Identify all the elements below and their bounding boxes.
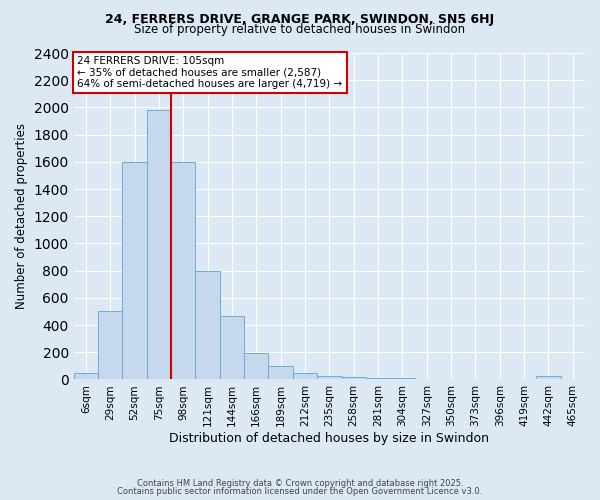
Text: Contains HM Land Registry data © Crown copyright and database right 2025.: Contains HM Land Registry data © Crown c… bbox=[137, 478, 463, 488]
Bar bbox=[341, 376, 366, 380]
Bar bbox=[122, 162, 147, 380]
Text: Contains public sector information licensed under the Open Government Licence v3: Contains public sector information licen… bbox=[118, 487, 482, 496]
Bar bbox=[317, 376, 341, 380]
Bar bbox=[98, 312, 122, 380]
Bar bbox=[536, 376, 560, 380]
Bar bbox=[293, 374, 317, 380]
Bar bbox=[390, 378, 415, 380]
Text: Size of property relative to detached houses in Swindon: Size of property relative to detached ho… bbox=[134, 22, 466, 36]
Text: 24 FERRERS DRIVE: 105sqm
← 35% of detached houses are smaller (2,587)
64% of sem: 24 FERRERS DRIVE: 105sqm ← 35% of detach… bbox=[77, 56, 343, 89]
X-axis label: Distribution of detached houses by size in Swindon: Distribution of detached houses by size … bbox=[169, 432, 490, 445]
Bar bbox=[220, 316, 244, 380]
Y-axis label: Number of detached properties: Number of detached properties bbox=[15, 123, 28, 309]
Bar bbox=[366, 378, 390, 380]
Bar bbox=[196, 270, 220, 380]
Text: 24, FERRERS DRIVE, GRANGE PARK, SWINDON, SN5 6HJ: 24, FERRERS DRIVE, GRANGE PARK, SWINDON,… bbox=[106, 12, 494, 26]
Bar bbox=[74, 372, 98, 380]
Bar bbox=[244, 353, 268, 380]
Bar bbox=[268, 366, 293, 380]
Bar bbox=[171, 162, 196, 380]
Bar bbox=[147, 110, 171, 380]
